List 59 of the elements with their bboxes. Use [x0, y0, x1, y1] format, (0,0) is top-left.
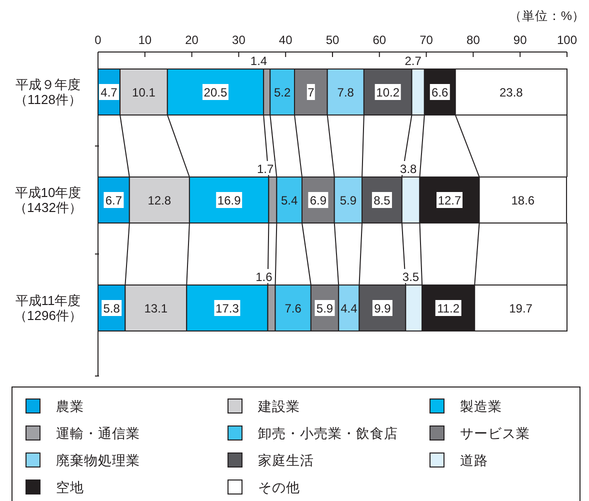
data-label: 23.8 — [500, 86, 524, 100]
data-label: 13.1 — [144, 302, 168, 316]
legend-label: 家庭生活 — [258, 453, 314, 468]
data-label: 16.9 — [217, 194, 242, 208]
data-label: 3.8 — [400, 162, 418, 176]
x-tick-label: 90 — [513, 33, 528, 47]
data-label: 3.5 — [402, 270, 420, 284]
x-tick-label: 50 — [326, 33, 340, 47]
data-label: 19.7 — [509, 302, 533, 316]
y-tick-label: 平成10年度（1432件） — [14, 185, 82, 215]
legend-label: 空地 — [56, 480, 84, 495]
data-label: 20.5 — [204, 86, 228, 100]
data-label: 4.7 — [100, 86, 118, 100]
data-label: 6.6 — [432, 86, 449, 100]
x-tick-label: 70 — [420, 33, 434, 47]
x-tick-label: 30 — [232, 33, 246, 47]
data-label: 1.7 — [257, 162, 274, 176]
x-tick-label: 0 — [94, 33, 102, 47]
x-tick-label: 20 — [185, 33, 199, 47]
data-label: 8.5 — [374, 194, 391, 208]
y-tick-label: 平成11年度（1296件） — [14, 293, 82, 323]
x-tick-label: 80 — [466, 33, 480, 47]
data-label: 12.7 — [438, 194, 462, 208]
x-tick-label: 40 — [278, 33, 293, 47]
legend-label: サービス業 — [460, 426, 530, 441]
data-label: 10.2 — [376, 86, 400, 100]
data-label: 10.1 — [132, 86, 156, 100]
legend-label: 製造業 — [460, 399, 502, 414]
x-tick-label: 60 — [372, 33, 386, 47]
data-label: 7 — [308, 86, 315, 100]
data-label: 11.2 — [437, 302, 460, 316]
legend-label: 廃棄物処理業 — [56, 453, 140, 468]
y-tick-label: 平成９年度（1128件） — [14, 77, 82, 107]
legend-label: 農業 — [56, 399, 84, 414]
data-label: 5.9 — [340, 194, 357, 208]
x-tick-label: 100 — [556, 33, 578, 47]
data-label: 1.4 — [250, 54, 268, 68]
data-label: 6.7 — [105, 194, 122, 208]
legend-label: 建設業 — [257, 399, 300, 414]
data-label: 5.2 — [274, 86, 291, 100]
data-label: 5.4 — [281, 194, 298, 208]
data-label: 7.8 — [337, 86, 354, 100]
data-label: 1.6 — [256, 270, 273, 284]
data-label: 17.3 — [216, 302, 240, 316]
x-tick-label: 10 — [138, 33, 152, 47]
data-label: 6.9 — [310, 194, 327, 208]
text: （単位：%） — [508, 9, 585, 23]
data-label: 4.4 — [340, 302, 358, 316]
legend-label: 卸売・小売業・飲食店 — [258, 426, 398, 441]
legend-label: 運輸・通信業 — [56, 426, 140, 441]
legend-label: その他 — [258, 480, 300, 495]
data-label: 2.7 — [404, 54, 422, 68]
data-label: 7.6 — [284, 302, 302, 316]
data-label: 18.6 — [511, 194, 535, 208]
data-label: 9.9 — [374, 302, 392, 316]
data-label: 5.9 — [316, 302, 334, 316]
legend-label: 道路 — [460, 453, 488, 468]
data-label: 12.8 — [148, 194, 172, 208]
data-label: 5.8 — [103, 302, 120, 316]
